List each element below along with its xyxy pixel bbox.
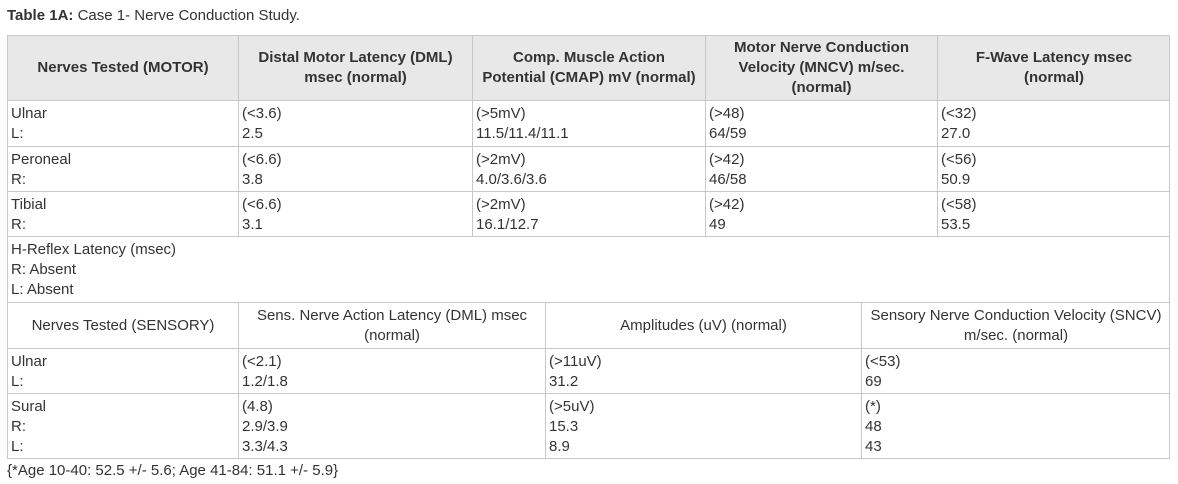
- cell-line: 2.5: [242, 125, 263, 142]
- cell-line: (>48): [709, 105, 745, 122]
- h-reflex-line: L: Absent: [11, 281, 74, 298]
- cell-line: (<6.6): [242, 151, 282, 168]
- cell-line: (4.8): [242, 398, 273, 415]
- cell-line: (<3.6): [242, 105, 282, 122]
- motor-header-nerves: Nerves Tested (MOTOR): [7, 35, 238, 100]
- sensory-cell-nerve: Ulnar L:: [7, 348, 238, 393]
- cell-line: 50.9: [941, 171, 971, 188]
- sensory-cell-amp: (>5uV) 15.3 8.9: [545, 393, 861, 459]
- sensory-header-sncv: Sensory Nerve Conduction Velocity (SNCV)…: [861, 302, 1170, 348]
- sensory-header-amplitude-text: Amplitudes (uV) (normal): [620, 316, 787, 334]
- cell-line: (*): [865, 398, 881, 415]
- motor-cell-cmap: (>2mV) 16.1/12.7: [472, 191, 705, 236]
- cell-line: (<56): [941, 151, 977, 168]
- cell-line: 3.8: [242, 171, 263, 188]
- cell-line: (<32): [941, 105, 977, 122]
- table-footnote: {*Age 10-40: 52.5 +/- 5.6; Age 41-84: 51…: [7, 462, 339, 479]
- cell-line: 69: [865, 373, 882, 390]
- motor-cell-dml: (<6.6) 3.1: [238, 191, 472, 236]
- h-reflex-row: H-Reflex Latency (msec) R: Absent L: Absen…: [7, 236, 1170, 302]
- sensory-header-sncv-text: Sensory Nerve Conduction Velocity (SNCV)…: [870, 306, 1162, 344]
- cell-line: R:: [11, 418, 26, 435]
- cell-line: Peroneal: [11, 151, 72, 168]
- motor-cell-mncv: (>48) 64/59: [705, 100, 937, 146]
- motor-cell-nerve: Peroneal R:: [7, 146, 238, 191]
- sensory-cell-latency: (<2.1) 1.2/1.8: [238, 348, 545, 393]
- cell-line: Ulnar: [11, 353, 47, 370]
- motor-cell-cmap: (>2mV) 4.0/3.6/3.6: [472, 146, 705, 191]
- sensory-cell-latency: (4.8) 2.9/3.9 3.3/4.3: [238, 393, 545, 459]
- cell-line: R:: [11, 216, 26, 233]
- sensory-cell-amp: (>11uV) 31.2: [545, 348, 861, 393]
- cell-line: 64/59: [709, 125, 747, 142]
- cell-line: 3.3/4.3: [242, 438, 288, 455]
- sensory-header-nerves-text: Nerves Tested (SENSORY): [31, 316, 215, 334]
- motor-cell-dml: (<3.6) 2.5: [238, 100, 472, 146]
- motor-cell-fwave: (<58) 53.5: [937, 191, 1170, 236]
- motor-header-fwave-text: F-Wave Latency msec (normal): [975, 49, 1133, 86]
- motor-header-fwave: F-Wave Latency msec (normal): [937, 35, 1170, 100]
- cell-line: (<53): [865, 353, 901, 370]
- cell-line: 48: [865, 418, 882, 435]
- motor-header-cmap-text: Comp. Muscle Action Potential (CMAP) mV …: [482, 49, 696, 86]
- cell-line: 1.2/1.8: [242, 373, 288, 390]
- cell-line: 16.1/12.7: [476, 216, 539, 233]
- h-reflex-line: R: Absent: [11, 261, 77, 278]
- table-caption-text: Case 1- Nerve Conduction Study.: [73, 7, 300, 24]
- cell-line: 8.9: [549, 438, 570, 455]
- cell-line: (<2.1): [242, 353, 282, 370]
- motor-header-mncv-text: Motor Nerve Conduction Velocity (MNCV) m…: [734, 39, 909, 96]
- cell-line: (<58): [941, 196, 977, 213]
- cell-line: 49: [709, 216, 726, 233]
- cell-line: 43: [865, 438, 882, 455]
- motor-cell-mncv: (>42) 46/58: [705, 146, 937, 191]
- cell-line: 53.5: [941, 216, 971, 233]
- motor-cell-fwave: (<56) 50.9: [937, 146, 1170, 191]
- cell-line: 2.9/3.9: [242, 418, 288, 435]
- sensory-cell-sncv: (<53) 69: [861, 348, 1170, 393]
- cell-line: (>5mV): [476, 105, 526, 122]
- motor-cell-cmap: (>5mV) 11.5/11.4/11.1: [472, 100, 705, 146]
- sensory-cell-nerve: Sural R: L:: [7, 393, 238, 459]
- motor-cell-mncv: (>42) 49: [705, 191, 937, 236]
- cell-line: L:: [11, 125, 24, 142]
- cell-line: 31.2: [549, 373, 579, 390]
- cell-line: 15.3: [549, 418, 579, 435]
- cell-line: (>2mV): [476, 196, 526, 213]
- table-caption: Table 1A: Case 1- Nerve Conduction Study…: [7, 6, 300, 26]
- motor-cell-fwave: (<32) 27.0: [937, 100, 1170, 146]
- cell-line: (>11uV): [549, 353, 602, 370]
- cell-line: (>2mV): [476, 151, 526, 168]
- cell-line: L:: [11, 373, 24, 390]
- sensory-header-amplitude: Amplitudes (uV) (normal): [545, 302, 861, 348]
- motor-header-dml-text: Distal Motor Latency (DML) msec (normal): [258, 49, 453, 86]
- cell-line: Tibial: [11, 196, 47, 213]
- sensory-cell-sncv: (*) 48 43: [861, 393, 1170, 459]
- sensory-header-latency-text: Sens. Nerve Action Latency (DML) msec (n…: [256, 306, 528, 344]
- cell-line: (<6.6): [242, 196, 282, 213]
- sensory-header-nerves: Nerves Tested (SENSORY): [7, 302, 238, 348]
- cell-line: 46/58: [709, 171, 747, 188]
- cell-line: R:: [11, 171, 26, 188]
- cell-line: (>42): [709, 151, 745, 168]
- cell-line: L:: [11, 438, 24, 455]
- cell-line: 11.5/11.4/11.1: [476, 125, 569, 142]
- motor-header-mncv: Motor Nerve Conduction Velocity (MNCV) m…: [705, 35, 937, 100]
- motor-cell-nerve: Tibial R:: [7, 191, 238, 236]
- h-reflex-line: H-Reflex Latency (msec): [11, 241, 177, 258]
- table-caption-label: Table 1A:: [7, 7, 74, 24]
- motor-cell-nerve: Ulnar L:: [7, 100, 238, 146]
- cell-line: Ulnar: [11, 105, 47, 122]
- motor-header-nerves-text: Nerves Tested (MOTOR): [37, 59, 209, 76]
- cell-line: 4.0/3.6/3.6: [476, 171, 547, 188]
- cell-line: 3.1: [242, 216, 263, 233]
- sensory-header-latency: Sens. Nerve Action Latency (DML) msec (n…: [238, 302, 545, 348]
- motor-header-cmap: Comp. Muscle Action Potential (CMAP) mV …: [472, 35, 705, 100]
- cell-line: Sural: [11, 398, 47, 415]
- cell-line: (>5uV): [549, 398, 595, 415]
- motor-cell-dml: (<6.6) 3.8: [238, 146, 472, 191]
- cell-line: (>42): [709, 196, 745, 213]
- motor-header-dml: Distal Motor Latency (DML) msec (normal): [238, 35, 472, 100]
- cell-line: 27.0: [941, 125, 971, 142]
